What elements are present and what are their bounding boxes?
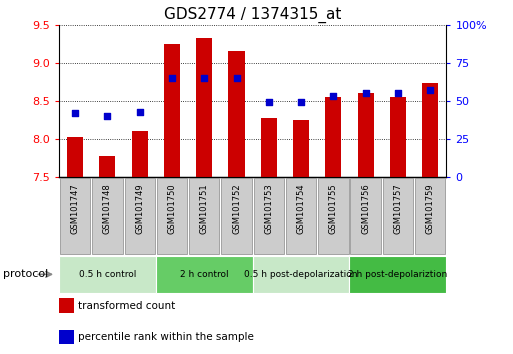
FancyBboxPatch shape <box>318 178 348 254</box>
Point <box>168 75 176 81</box>
Bar <box>59 330 74 344</box>
Text: 0.5 h post-depolarization: 0.5 h post-depolarization <box>244 270 358 279</box>
FancyBboxPatch shape <box>252 256 349 293</box>
Bar <box>228 51 245 177</box>
Text: transformed count: transformed count <box>78 301 175 311</box>
Text: GSM101752: GSM101752 <box>232 183 241 234</box>
Point <box>297 99 305 105</box>
Bar <box>100 156 115 177</box>
Text: percentile rank within the sample: percentile rank within the sample <box>78 332 254 342</box>
Text: GSM101755: GSM101755 <box>329 183 338 234</box>
Bar <box>196 39 212 177</box>
FancyBboxPatch shape <box>349 256 446 293</box>
FancyBboxPatch shape <box>125 178 155 254</box>
Bar <box>358 93 373 177</box>
Bar <box>293 120 309 177</box>
Point <box>103 113 111 119</box>
FancyBboxPatch shape <box>59 256 156 293</box>
FancyBboxPatch shape <box>157 178 187 254</box>
FancyBboxPatch shape <box>286 178 316 254</box>
Text: protocol: protocol <box>3 269 48 279</box>
FancyBboxPatch shape <box>383 178 413 254</box>
Title: GDS2774 / 1374315_at: GDS2774 / 1374315_at <box>164 7 341 23</box>
Point <box>200 75 208 81</box>
Point <box>362 90 370 96</box>
Text: GSM101756: GSM101756 <box>361 183 370 234</box>
FancyBboxPatch shape <box>350 178 381 254</box>
FancyBboxPatch shape <box>253 178 284 254</box>
FancyBboxPatch shape <box>221 178 252 254</box>
Point <box>232 75 241 81</box>
Bar <box>261 118 277 177</box>
Bar <box>164 44 180 177</box>
Text: 2 h post-depolariztion: 2 h post-depolariztion <box>348 270 447 279</box>
Text: GSM101757: GSM101757 <box>393 183 402 234</box>
Point <box>71 110 79 116</box>
FancyBboxPatch shape <box>156 256 252 293</box>
Bar <box>59 298 74 313</box>
Text: GSM101748: GSM101748 <box>103 183 112 234</box>
Point <box>426 87 435 93</box>
FancyBboxPatch shape <box>415 178 445 254</box>
Point <box>135 109 144 114</box>
Text: GSM101754: GSM101754 <box>297 183 306 234</box>
Text: GSM101751: GSM101751 <box>200 183 209 234</box>
Bar <box>67 137 83 177</box>
Point <box>394 90 402 96</box>
Point <box>329 93 338 99</box>
FancyBboxPatch shape <box>189 178 220 254</box>
Text: GSM101750: GSM101750 <box>167 183 176 234</box>
Bar <box>132 131 148 177</box>
Text: GSM101759: GSM101759 <box>426 183 435 234</box>
Point <box>265 99 273 105</box>
FancyBboxPatch shape <box>60 178 90 254</box>
Text: 0.5 h control: 0.5 h control <box>78 270 136 279</box>
FancyBboxPatch shape <box>92 178 123 254</box>
Bar <box>390 97 406 177</box>
Text: GSM101747: GSM101747 <box>71 183 80 234</box>
Text: GSM101753: GSM101753 <box>264 183 273 234</box>
Text: 2 h control: 2 h control <box>180 270 229 279</box>
Text: GSM101749: GSM101749 <box>135 183 144 234</box>
Bar <box>325 97 342 177</box>
Bar <box>422 84 438 177</box>
